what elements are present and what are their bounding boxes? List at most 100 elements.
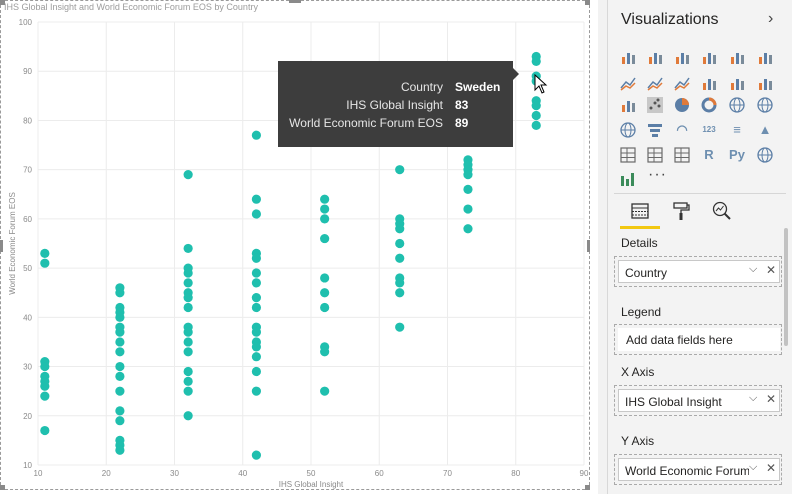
scatter-point[interactable] (320, 302, 330, 313)
clustered-column-icon[interactable] (700, 48, 718, 66)
scatter-point[interactable] (115, 327, 125, 337)
scatter-point[interactable] (115, 337, 125, 347)
field-pill-wef[interactable]: World Economic Forum EOS ⌵ ✕ (618, 458, 780, 481)
resize-handle-left-mid[interactable] (0, 240, 3, 252)
scatter-point[interactable] (40, 391, 50, 401)
legend-well[interactable]: Add data fields here (614, 324, 782, 355)
scatter-point[interactable] (115, 386, 125, 396)
scatter-point[interactable] (115, 347, 125, 357)
scatter-point[interactable] (115, 288, 125, 298)
100-stacked-column-icon[interactable] (756, 48, 774, 66)
gauge-icon[interactable]: ◠ (676, 122, 688, 137)
area-chart-icon[interactable] (646, 74, 664, 92)
scatter-point[interactable] (115, 416, 125, 426)
scatter-point[interactable] (395, 238, 405, 249)
scatter-visual-frame[interactable]: IHS Global Insight and World Economic Fo… (0, 0, 590, 490)
scatter-point[interactable] (183, 386, 193, 396)
collapse-pane-chevron-icon[interactable]: › (768, 10, 774, 27)
scatter-point[interactable] (395, 165, 405, 175)
waterfall-chart-icon[interactable] (619, 96, 637, 114)
r-visual-icon[interactable]: R (704, 147, 714, 162)
scatter-point[interactable] (115, 312, 125, 322)
map-icon[interactable] (756, 96, 774, 114)
field-pill-ihs[interactable]: IHS Global Insight ⌵ ✕ (618, 389, 780, 412)
remove-field-icon[interactable]: ✕ (766, 461, 777, 475)
scatter-point[interactable] (320, 204, 330, 214)
scatter-point[interactable] (531, 110, 541, 121)
scatter-point[interactable] (183, 302, 193, 313)
clustered-bar-icon[interactable] (673, 48, 691, 66)
scatter-point[interactable] (251, 253, 261, 263)
resize-handle-top-mid[interactable] (289, 0, 301, 3)
scatter-point[interactable] (251, 366, 261, 377)
scatter-point[interactable] (115, 371, 125, 381)
details-well[interactable]: Country ⌵ ✕ (614, 256, 782, 287)
scatter-point[interactable] (251, 293, 261, 303)
format-paint-roller-icon[interactable] (670, 200, 692, 222)
scatter-point[interactable] (395, 253, 405, 263)
custom-visual-icon[interactable] (619, 170, 637, 188)
scatter-plot[interactable]: 10 20 30 40 50 60 70 80 90 10 20 30 40 50 60 70 80 90 100 I… (1, 1, 589, 489)
chevron-down-icon[interactable]: ⌵ (749, 263, 758, 275)
scatter-point[interactable] (183, 376, 193, 386)
treemap-icon[interactable] (728, 96, 746, 114)
line-chart-icon[interactable] (619, 74, 637, 92)
scatter-point[interactable] (115, 361, 125, 372)
slicer-icon[interactable] (619, 146, 637, 164)
chevron-down-icon[interactable]: ⌵ (749, 392, 758, 404)
scatter-point[interactable] (463, 169, 473, 180)
resize-handle-right-mid[interactable] (587, 240, 590, 252)
stacked-column-icon[interactable] (646, 48, 664, 66)
multi-row-card-icon[interactable]: ≡ (733, 122, 741, 137)
scatter-point[interactable] (320, 288, 330, 298)
scatter-point[interactable] (251, 302, 261, 313)
fields-tab-icon[interactable] (629, 200, 651, 222)
chevron-down-icon[interactable]: ⌵ (749, 461, 758, 473)
matrix-icon[interactable] (673, 146, 691, 164)
scatter-point[interactable] (183, 243, 193, 254)
scatter-point[interactable] (251, 130, 261, 140)
scatter-point[interactable] (251, 352, 261, 362)
kpi-icon[interactable]: ▲ (758, 122, 772, 137)
scatter-point[interactable] (115, 406, 125, 416)
scatter-point[interactable] (40, 381, 50, 391)
scatter-chart-icon[interactable] (646, 96, 664, 114)
y-axis-well[interactable]: World Economic Forum EOS ⌵ ✕ (614, 454, 782, 485)
scatter-point[interactable] (183, 268, 193, 278)
scatter-point[interactable] (531, 101, 541, 111)
x-axis-well[interactable]: IHS Global Insight ⌵ ✕ (614, 385, 782, 416)
pie-chart-icon[interactable] (673, 96, 691, 114)
scatter-point[interactable] (40, 248, 50, 258)
funnel-icon[interactable] (646, 121, 664, 139)
scatter-point[interactable] (320, 233, 330, 244)
scatter-point[interactable] (320, 194, 330, 204)
scatter-point[interactable] (183, 169, 193, 180)
card-icon[interactable]: 123 (702, 125, 716, 134)
scatter-point[interactable] (183, 278, 193, 288)
scatter-point[interactable] (251, 327, 261, 337)
resize-handle-top-left[interactable] (0, 0, 5, 5)
remove-field-icon[interactable]: ✕ (766, 263, 777, 277)
scatter-point[interactable] (183, 293, 193, 303)
scatter-point[interactable] (531, 120, 541, 130)
scatter-point[interactable] (251, 194, 261, 204)
remove-field-icon[interactable]: ✕ (766, 392, 777, 406)
add-data-fields-placeholder[interactable]: Add data fields here (618, 328, 780, 351)
scatter-point[interactable] (40, 425, 50, 436)
scatter-point[interactable] (463, 184, 473, 194)
scatter-point[interactable] (183, 411, 193, 421)
scatter-point[interactable] (463, 224, 473, 234)
field-pill-country[interactable]: Country ⌵ ✕ (618, 260, 780, 283)
scatter-point[interactable] (251, 386, 261, 396)
scatter-point[interactable] (40, 258, 50, 268)
scatter-point[interactable] (183, 327, 193, 337)
resize-handle-top-right[interactable] (585, 0, 590, 5)
scatter-point[interactable] (463, 204, 473, 214)
scatter-point[interactable] (251, 450, 261, 460)
scatter-point[interactable] (183, 347, 193, 357)
scatter-point[interactable] (395, 224, 405, 234)
scatter-point[interactable] (251, 278, 261, 288)
scatter-point[interactable] (251, 268, 261, 278)
pane-scrollbar[interactable] (784, 228, 788, 346)
scatter-point[interactable] (320, 273, 330, 283)
